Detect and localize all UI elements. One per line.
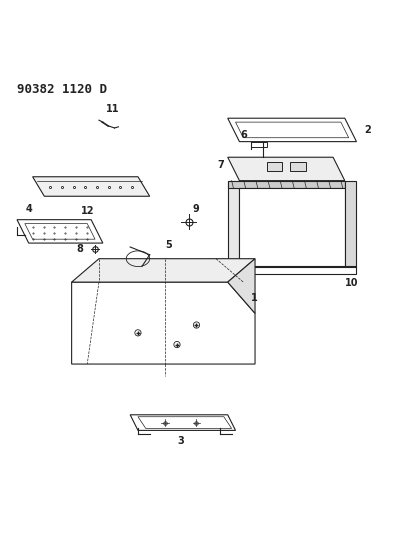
Text: 12: 12 [81, 206, 94, 216]
Text: 5: 5 [165, 240, 172, 250]
Polygon shape [228, 181, 239, 266]
Bar [290, 163, 306, 171]
Bar [239, 189, 345, 266]
Polygon shape [228, 259, 255, 313]
Bar [228, 266, 356, 274]
Text: 3: 3 [178, 436, 184, 446]
Polygon shape [17, 220, 103, 243]
Text: 90382 1120 D: 90382 1120 D [17, 83, 107, 96]
Polygon shape [72, 282, 255, 364]
Polygon shape [228, 157, 345, 181]
Text: 6: 6 [241, 130, 247, 140]
Text: 10: 10 [345, 278, 358, 288]
Polygon shape [72, 259, 255, 282]
Text: 8: 8 [77, 244, 83, 254]
Text: 2: 2 [364, 125, 371, 135]
Polygon shape [345, 181, 356, 266]
Text: 9: 9 [193, 204, 199, 214]
Text: 11: 11 [106, 104, 119, 114]
Text: 4: 4 [25, 204, 32, 214]
Polygon shape [228, 118, 356, 142]
Text: 1: 1 [251, 293, 258, 303]
Bar [251, 142, 267, 148]
Polygon shape [130, 415, 235, 430]
Text: 7: 7 [217, 160, 224, 170]
Polygon shape [33, 177, 150, 196]
Bar [267, 163, 282, 171]
Polygon shape [228, 181, 345, 189]
